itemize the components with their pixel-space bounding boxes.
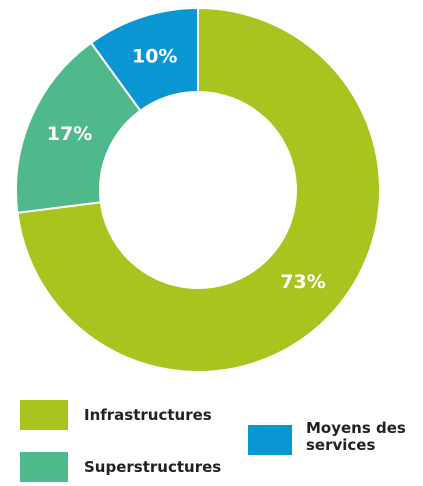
- donut-slice: [89, 6, 199, 113]
- legend-swatch: [20, 400, 68, 430]
- legend-swatch: [20, 452, 68, 482]
- legend-swatch: [248, 425, 292, 455]
- data-label: 10%: [132, 45, 177, 67]
- data-label: 17%: [47, 123, 92, 145]
- donut-slice: [16, 6, 381, 373]
- donut-slice: [15, 41, 142, 214]
- data-label: 73%: [280, 271, 325, 293]
- legend-label: Infrastructures: [84, 406, 212, 424]
- legend-label: Moyens des services: [306, 419, 406, 454]
- legend-label: Superstructures: [84, 458, 222, 476]
